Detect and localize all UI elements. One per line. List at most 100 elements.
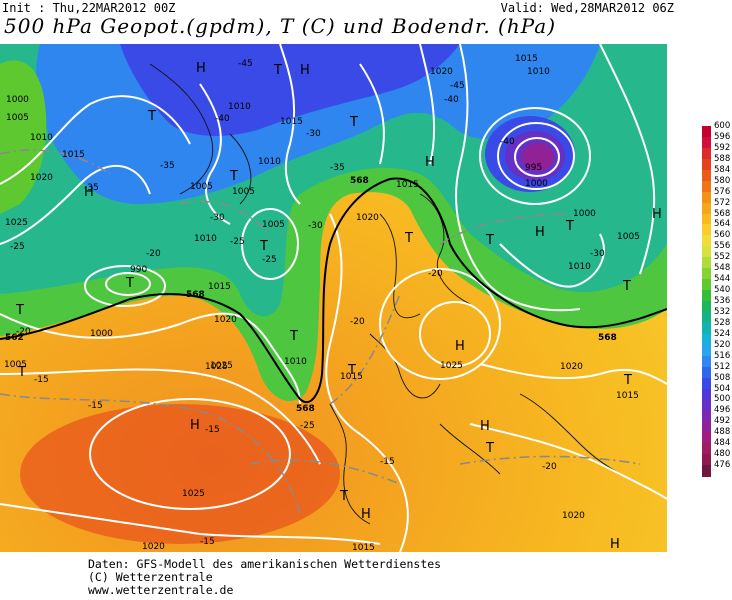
pressure-label: 1020 [430, 67, 453, 77]
legend-level-label: 480 [714, 449, 731, 460]
low-symbol: T [349, 115, 358, 130]
legend-level-label: 556 [714, 241, 731, 252]
pressure-label: 1000 [573, 209, 596, 219]
pressure-label: 1015 [396, 180, 419, 190]
legend-level-label: 584 [714, 164, 731, 175]
legend-level-label: 600 [714, 121, 731, 131]
isobar [599, 44, 656, 275]
legend-swatch [702, 279, 711, 291]
low-symbol: T [15, 303, 24, 318]
high-symbol: H [610, 537, 620, 552]
pressure-label: 1020 [30, 173, 53, 183]
legend-swatch [702, 366, 711, 379]
legend-swatch [702, 290, 711, 302]
gpdm-label: 568 [598, 333, 617, 343]
legend-swatch [702, 311, 711, 324]
isobar [0, 312, 301, 405]
legend-swatch [702, 399, 711, 411]
legend-level-label: 572 [714, 197, 731, 208]
legend-swatch [702, 454, 711, 466]
legend-swatch [702, 180, 711, 193]
footer: Daten: GFS-Modell des amerikanischen Wet… [88, 558, 441, 597]
legend-level-label: 484 [714, 438, 731, 449]
legend-level-label: 560 [714, 230, 731, 241]
legend-level-label: 520 [714, 339, 731, 350]
coast-italy [439, 423, 501, 475]
isobar [105, 272, 151, 296]
pressure-label: 1015 [616, 391, 639, 401]
pressure-label: 1015 [280, 117, 303, 127]
legend-swatch [702, 333, 711, 346]
legend-level-label: 492 [714, 416, 731, 427]
temp-label: -45 [238, 59, 253, 69]
temp-label: -20 [146, 249, 161, 259]
legend-swatch [702, 257, 711, 269]
legend-swatch [702, 235, 711, 247]
legend-swatch [702, 213, 711, 225]
temp-label: -30 [210, 213, 225, 223]
coast-scandinavia [419, 193, 471, 305]
legend-level-label: 528 [714, 317, 731, 328]
isotherms [0, 149, 641, 515]
legend-level-label: 580 [714, 175, 731, 186]
low-core [522, 143, 554, 171]
isobar [0, 165, 151, 245]
isobar [419, 301, 491, 367]
legend-level-label: 508 [714, 372, 731, 383]
map-labels: 568 568 562 568 568 1000 1005 1010 1015 … [4, 54, 640, 552]
legend-swatch [702, 158, 711, 171]
pressure-label: 1025 [210, 361, 233, 371]
legend-level-label: 588 [714, 153, 731, 164]
pressure-label: 1005 [6, 113, 29, 123]
contour-562 [0, 177, 667, 404]
low-symbol: T [404, 231, 413, 246]
temp-label: -25 [230, 237, 245, 247]
pressure-label: 1015 [340, 372, 363, 382]
coast-france [369, 333, 441, 399]
low-symbol: T [147, 109, 156, 124]
isotherm [0, 393, 301, 515]
pressure-label: 1010 [568, 262, 591, 272]
pressure-label: 1010 [258, 157, 281, 167]
pressure-label: 1015 [62, 150, 85, 160]
pressure-label: 1020 [356, 213, 379, 223]
legend-swatch [702, 136, 711, 149]
low-symbol: T [273, 63, 282, 78]
legend-swatch [702, 268, 711, 280]
temp-label: -30 [590, 249, 605, 259]
high-symbol: H [84, 185, 94, 200]
coast-britain [379, 213, 421, 319]
footer-copyright: (C) Wetterzentrale [88, 570, 213, 584]
isobar [479, 363, 667, 385]
pressure-label: 1005 [262, 220, 285, 230]
pressure-label: 1010 [527, 67, 550, 77]
high-symbol: H [425, 155, 435, 170]
gpdm-contours [0, 177, 667, 404]
isotherm [329, 293, 401, 405]
low-symbol: T [339, 489, 348, 504]
weather-map: 568 568 562 568 568 1000 1005 1010 1015 … [0, 44, 667, 552]
pressure-centers: H H H H H H H H H H H T T T T T T T T T … [15, 61, 662, 552]
gpdm-label: 568 [296, 404, 315, 414]
legend-swatch [702, 126, 711, 138]
isobar [455, 44, 581, 312]
isotherm [249, 459, 401, 485]
pressure-label: 1005 [617, 232, 640, 242]
pressure-label: 1000 [6, 95, 29, 105]
legend-swatch [702, 224, 711, 236]
pressure-label: 1020 [562, 511, 585, 521]
pressure-label: 1020 [214, 315, 237, 325]
pressure-label: 1000 [525, 179, 548, 189]
legend-swatch [702, 421, 711, 433]
init-time: Init : Thu,22MAR2012 00Z [2, 1, 176, 15]
high-symbol: H [361, 507, 371, 522]
low-symbol: T [485, 233, 494, 248]
coast-greenland [149, 63, 214, 195]
legend-level-label: 596 [714, 131, 731, 142]
legend-swatch [702, 344, 711, 357]
pressure-label: 1020 [560, 362, 583, 372]
high-symbol: H [535, 225, 545, 240]
pressure-label: 1020 [142, 542, 165, 552]
valid-time: Valid: Wed,28MAR2012 06Z [500, 1, 674, 15]
legend-bar [702, 126, 711, 477]
